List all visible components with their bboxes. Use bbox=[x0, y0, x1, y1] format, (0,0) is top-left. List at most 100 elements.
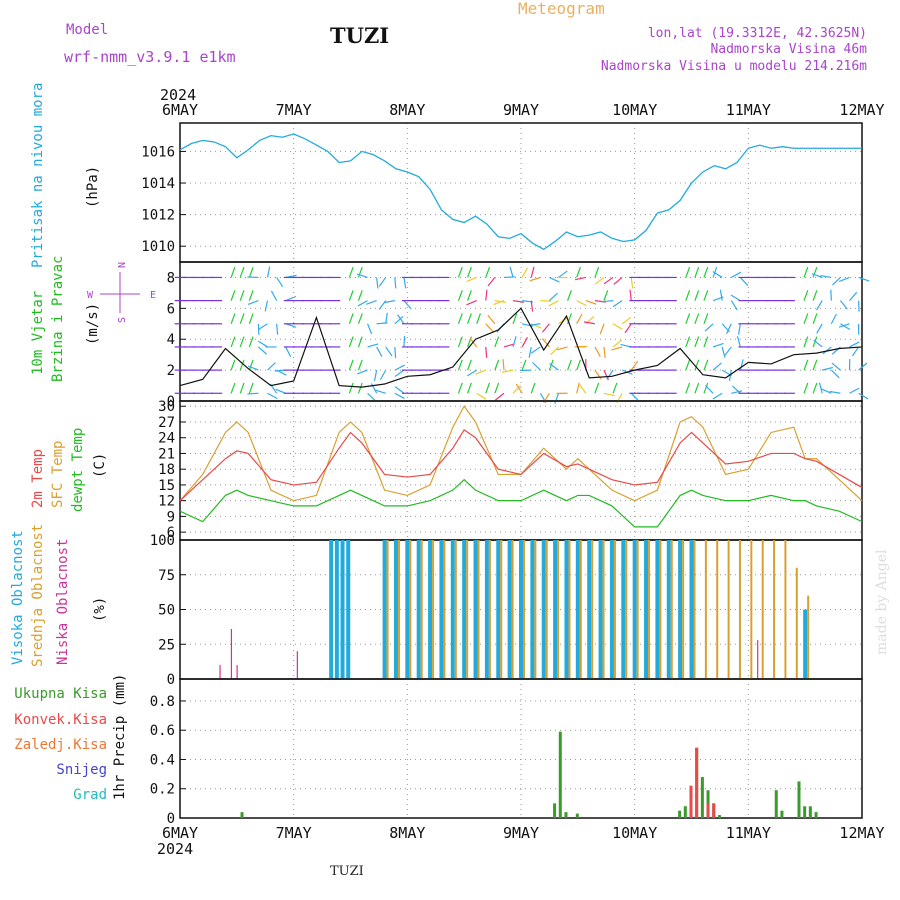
wind-arrow bbox=[485, 266, 491, 278]
wind-arrow bbox=[466, 276, 477, 283]
bottom-tick-label: 8MAY bbox=[389, 824, 425, 842]
wind-arrow bbox=[712, 342, 724, 348]
wind-arrow bbox=[829, 390, 841, 394]
wind-arrow bbox=[629, 289, 632, 301]
wind-arrow bbox=[270, 290, 278, 301]
y-tick-label: 4 bbox=[167, 332, 175, 348]
y-tick-label: 27 bbox=[158, 415, 175, 431]
precip-total-bar bbox=[700, 777, 704, 818]
precip-total-bar bbox=[780, 810, 784, 818]
wind-arrow bbox=[348, 266, 354, 278]
wind-arrow bbox=[467, 359, 472, 371]
wind-arrow bbox=[394, 346, 397, 358]
wind-arrow bbox=[712, 392, 723, 400]
wind-arrow bbox=[803, 290, 809, 301]
wind-arrow bbox=[376, 277, 379, 289]
wind-arrow bbox=[230, 359, 236, 371]
wind-arrow bbox=[578, 383, 587, 394]
wind-arrow bbox=[830, 313, 837, 325]
wind-arrow bbox=[357, 300, 368, 307]
top-time-ticks: 6MAY 7MAY 8MAY 9MAY 10MAY 11MAY 12MAY bbox=[162, 101, 885, 119]
y-tick-label: 8 bbox=[167, 270, 175, 286]
wind-arrow bbox=[739, 277, 749, 286]
wind-arrow bbox=[366, 323, 373, 335]
temp-unit: (C) bbox=[92, 453, 108, 478]
wind-arrow bbox=[487, 314, 496, 325]
wind-arrow bbox=[512, 384, 522, 394]
wind-arrow bbox=[540, 300, 552, 302]
wind-arrow bbox=[839, 300, 848, 310]
pressure-unit: (hPa) bbox=[85, 166, 101, 208]
precip-total-bar bbox=[683, 806, 687, 818]
wind-arrow bbox=[502, 359, 505, 371]
wind-arrow bbox=[466, 300, 477, 306]
y-tick-label: 0 bbox=[167, 811, 175, 827]
wind-arrow bbox=[373, 369, 378, 382]
wind-arrow bbox=[812, 266, 818, 278]
wind-arrow bbox=[503, 343, 515, 348]
y-tick-label: 6 bbox=[167, 301, 175, 317]
temp-ylabel-sfc: SFC Temp bbox=[50, 441, 66, 508]
wind-arrow bbox=[475, 369, 486, 375]
wind-arrow bbox=[502, 369, 514, 373]
wind-arrow bbox=[248, 359, 254, 371]
wind-arrow bbox=[247, 365, 259, 371]
wind-arrow bbox=[457, 382, 463, 394]
wind-arrow bbox=[248, 382, 254, 394]
model-label: Model bbox=[66, 22, 108, 38]
wind-arrow bbox=[515, 383, 523, 394]
wind-arrow bbox=[532, 361, 541, 371]
y-tick-label: 9 bbox=[167, 509, 175, 525]
wind-arrow bbox=[509, 266, 514, 278]
wind-arrow bbox=[685, 336, 691, 348]
wind-arrow bbox=[467, 382, 472, 394]
wind-arrow bbox=[376, 346, 383, 357]
wind-arrow bbox=[803, 336, 809, 348]
wind-arrow bbox=[378, 277, 387, 287]
temp-dewpt-line bbox=[179, 478, 863, 528]
wind-arrow bbox=[594, 276, 605, 285]
wind-arrow bbox=[576, 382, 580, 394]
top-tick-label: 7MAY bbox=[276, 101, 312, 119]
precip-total-bar bbox=[803, 806, 807, 818]
altitude-label: Nadmorska Visina 46m bbox=[710, 42, 867, 57]
wind-arrow bbox=[267, 362, 276, 371]
top-tick-label: 12MAY bbox=[839, 101, 884, 119]
wind-arrow bbox=[694, 290, 700, 301]
y-tick-label: 18 bbox=[158, 462, 175, 478]
wind-ylabel-1: 10m Vjetar bbox=[30, 291, 46, 375]
wind-arrow bbox=[521, 267, 529, 278]
wind-arrow bbox=[366, 300, 377, 305]
wind-arrow bbox=[521, 359, 527, 371]
bottom-tick-label: 7MAY bbox=[276, 824, 312, 842]
cloud-panel: 0 25 50 75 100 bbox=[150, 533, 863, 688]
wind-arrow bbox=[849, 341, 860, 348]
cloud-unit: (%) bbox=[92, 597, 108, 622]
precip-total-bar bbox=[797, 781, 801, 818]
wind-arrow bbox=[703, 359, 709, 371]
wind-arrow bbox=[612, 339, 623, 348]
wind-arrow bbox=[576, 313, 583, 325]
wind-arrow bbox=[403, 277, 407, 289]
wind-arrow bbox=[467, 290, 472, 301]
wind-arrow bbox=[858, 276, 870, 282]
wind-arrow bbox=[685, 313, 691, 324]
wind-arrow bbox=[567, 359, 572, 371]
wind-arrow bbox=[248, 313, 254, 324]
cloud-ylabel-high: Visoka Oblacnost bbox=[10, 530, 26, 665]
wind-arrow bbox=[239, 313, 245, 324]
wind-arrow bbox=[394, 369, 405, 377]
wind-arrow bbox=[549, 292, 558, 302]
wind-speed-line bbox=[179, 307, 863, 388]
wind-arrow bbox=[239, 290, 245, 301]
wind-arrow bbox=[726, 323, 732, 334]
wind-arrow bbox=[685, 382, 691, 394]
wind-arrow bbox=[367, 392, 376, 402]
wind-arrow bbox=[494, 359, 500, 371]
wind-arrow bbox=[247, 300, 259, 306]
wind-arrow bbox=[821, 388, 832, 394]
wind-arrow bbox=[485, 346, 488, 358]
y-tick-label: 1016 bbox=[141, 144, 175, 160]
wind-arrow bbox=[739, 359, 744, 371]
